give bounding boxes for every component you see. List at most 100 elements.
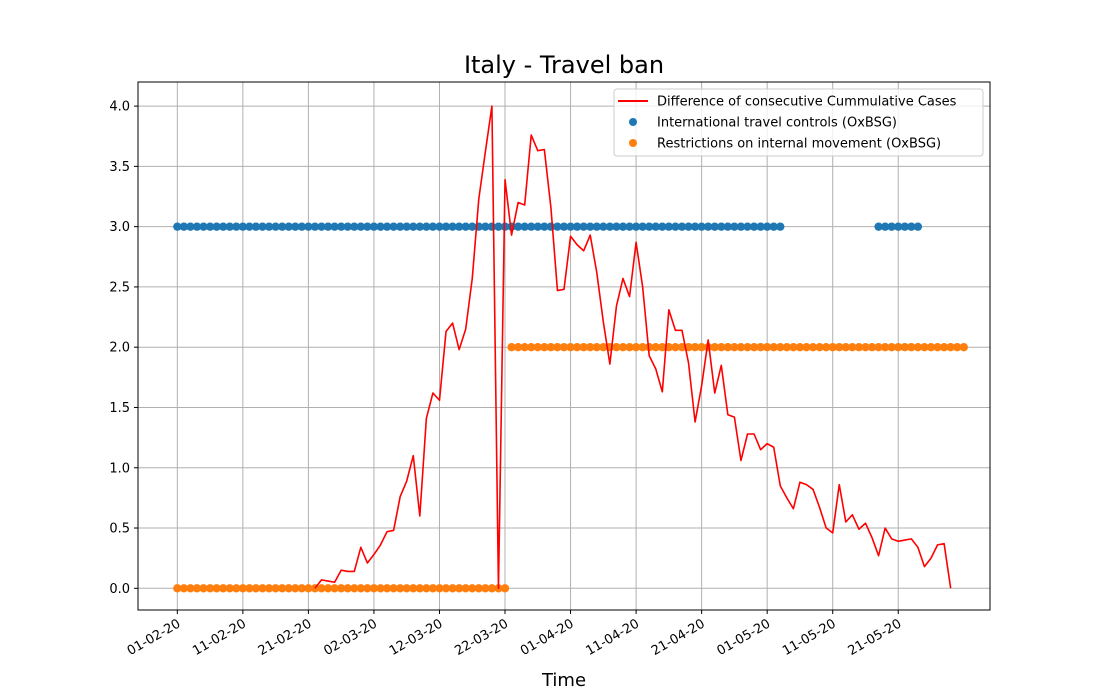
internal-movement-point [297, 584, 307, 593]
internal-movement-point [507, 343, 516, 352]
internal-movement-point [756, 343, 765, 352]
internal-movement-point [612, 343, 621, 352]
internal-movement-point [572, 343, 582, 352]
travel-controls-point [291, 222, 300, 231]
internal-movement-point [854, 343, 864, 352]
legend-label: International travel controls (OxBSG) [657, 116, 897, 131]
travel-controls-point [717, 222, 726, 231]
x-tick-label: 02-03-20 [321, 616, 380, 658]
internal-movement-point [428, 584, 438, 593]
internal-movement-point [618, 343, 628, 352]
internal-movement-point [369, 584, 379, 593]
internal-movement-point [769, 343, 778, 352]
y-tick-label: 4.0 [109, 100, 130, 115]
travel-controls-point [245, 222, 254, 231]
internal-movement-point [205, 584, 215, 593]
internal-movement-point [599, 343, 608, 352]
internal-movement-point [815, 343, 824, 352]
internal-movement-point [284, 584, 293, 593]
travel-controls-point [749, 222, 759, 231]
travel-controls-point [310, 222, 320, 231]
legend-box [613, 88, 984, 157]
internal-movement-point [395, 584, 405, 593]
travel-controls-point [277, 222, 287, 231]
travel-controls-point [369, 222, 379, 231]
travel-controls-point [586, 222, 595, 231]
travel-controls-point [533, 222, 542, 231]
travel-controls-point [258, 222, 267, 231]
travel-controls-point [736, 222, 746, 231]
internal-movement-point [245, 584, 254, 593]
internal-movement-point [468, 584, 477, 593]
internal-movement-point [402, 584, 411, 593]
internal-movement-point [173, 584, 182, 593]
internal-movement-point [789, 343, 798, 352]
travel-controls-point [330, 222, 339, 231]
x-tick-label: 21-02-20 [256, 616, 315, 658]
travel-controls-point [710, 222, 719, 231]
travel-controls-point [913, 222, 923, 231]
internal-movement-point [258, 584, 267, 593]
travel-controls-point [756, 222, 765, 231]
travel-controls-point [199, 222, 208, 231]
travel-controls-point [540, 222, 549, 231]
internal-movement-point [219, 584, 228, 593]
internal-movement-point [330, 584, 339, 593]
x-tick-label: 01-02-20 [125, 616, 184, 658]
travel-controls-point [441, 222, 451, 231]
travel-controls-point [232, 222, 241, 231]
internal-movement-point [946, 343, 955, 352]
internal-movement-point [212, 584, 221, 593]
travel-controls-point [527, 222, 536, 231]
travel-controls-point [317, 222, 326, 231]
travel-controls-point [894, 222, 903, 231]
internal-movement-point [376, 584, 385, 593]
internal-movement-point [841, 343, 851, 352]
internal-movement-point [336, 584, 346, 593]
travel-controls-point [572, 222, 582, 231]
travel-controls-point [723, 222, 733, 231]
internal-movement-point [422, 584, 431, 593]
travel-controls-point [409, 222, 418, 231]
internal-movement-point [900, 343, 909, 352]
legend: Difference of consecutive Cummulative Ca… [613, 88, 984, 157]
travel-controls-point [730, 222, 739, 231]
internal-movement-point [179, 584, 189, 593]
travel-controls-point [481, 222, 490, 231]
internal-movement-point [736, 343, 746, 352]
internal-movement-point [959, 343, 968, 352]
y-tick-label: 3.0 [109, 220, 130, 235]
x-tick-label: 21-05-20 [846, 616, 905, 658]
travel-controls-point [612, 222, 621, 231]
y-tick-label: 0.5 [109, 522, 130, 537]
internal-movement-point [441, 584, 451, 593]
travel-controls-point [664, 222, 674, 231]
internal-movement-point [435, 584, 444, 593]
internal-movement-point [645, 343, 654, 352]
travel-controls-point [382, 222, 392, 231]
internal-movement-point [586, 343, 595, 352]
x-tick-label: 21-04-20 [649, 616, 708, 658]
travel-controls-point [173, 222, 182, 231]
travel-controls-point [304, 222, 313, 231]
travel-controls-point [454, 222, 464, 231]
x-tick-label: 11-04-20 [583, 616, 642, 658]
chart-title: Italy - Travel ban [464, 51, 664, 79]
travel-controls-point [697, 222, 706, 231]
legend-label: Difference of consecutive Cummulative Ca… [657, 95, 957, 110]
y-tick-label: 2.5 [109, 280, 130, 295]
y-tick-label: 1.5 [109, 401, 130, 416]
travel-controls-point [448, 222, 457, 231]
internal-movement-point [592, 343, 601, 352]
travel-controls-point [703, 222, 713, 231]
internal-movement-point [953, 343, 962, 352]
legend-marker-dot [629, 118, 637, 126]
internal-movement-point [317, 584, 326, 593]
internal-movement-point [566, 343, 575, 352]
travel-controls-point [435, 222, 444, 231]
internal-movement-point [887, 343, 896, 352]
internal-movement-point [717, 343, 726, 352]
internal-movement-point [658, 343, 667, 352]
internal-movement-point [225, 584, 234, 593]
